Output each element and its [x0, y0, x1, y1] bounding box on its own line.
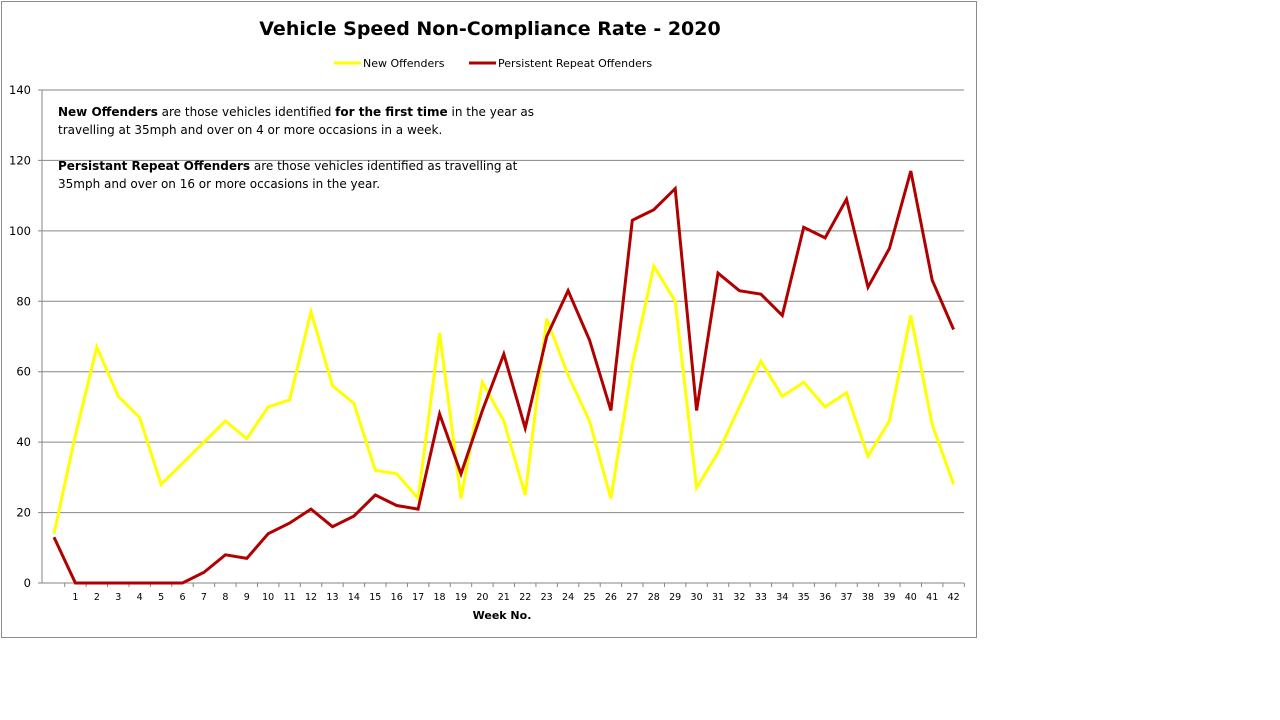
x-tick-label: 19	[455, 592, 467, 603]
series-line-new-offenders	[52, 262, 956, 535]
y-tick-label: 40	[16, 435, 31, 449]
y-tick-label: 100	[9, 224, 31, 238]
x-tick-label: 13	[326, 592, 338, 603]
y-tick-label: 60	[16, 365, 31, 379]
x-tick-label: 38	[862, 592, 874, 603]
x-tick-label: 41	[926, 592, 938, 603]
y-tick-label: 20	[16, 506, 31, 520]
x-tick-label: 24	[562, 592, 574, 603]
x-tick-label: 33	[755, 592, 767, 603]
chart-title: Vehicle Speed Non-Compliance Rate - 2020	[259, 18, 720, 40]
x-tick-label: 17	[412, 592, 424, 603]
x-tick-label: 22	[519, 592, 531, 603]
y-tick-label: 140	[9, 83, 31, 97]
x-axis-label: Week No.	[473, 609, 532, 622]
legend: New Offenders Persistent Repeat Offenders	[334, 57, 652, 70]
annotation-bold-text: for the first time	[335, 105, 448, 119]
series-line-persistent-repeat-offenders	[52, 170, 955, 585]
annotation-line: travelling at 35mph and over on 4 or mor…	[58, 123, 442, 137]
x-tick-label: 27	[626, 592, 638, 603]
x-tick-label: 12	[305, 592, 317, 603]
annotation-notes: New Offenders are those vehicles identif…	[58, 105, 534, 191]
x-tick-label: 35	[798, 592, 810, 603]
chart-svg: Vehicle Speed Non-Compliance Rate - 2020…	[9, 18, 965, 622]
x-axis: 1 2 3 4 5 6 7 8 9 10 11 12 13 14 15 16 17 18 19 20 21 22 23 24 2…	[38, 90, 965, 603]
x-tick-label: 30	[691, 592, 703, 603]
legend-label: Persistent Repeat Offenders	[498, 57, 652, 70]
y-tick-label: 80	[16, 294, 31, 308]
series-lines	[52, 170, 956, 585]
x-tick-label: 18	[434, 592, 446, 603]
annotation-line: 35mph and over on 16 or more occasions i…	[58, 177, 380, 191]
x-tick-label: 6	[179, 592, 185, 603]
x-tick-label: 32	[733, 592, 745, 603]
x-tick-label: 36	[819, 592, 831, 603]
x-tick-label: 23	[541, 592, 553, 603]
x-tick-label: 28	[648, 592, 660, 603]
annotation-text: in the year as	[448, 105, 534, 119]
y-tick-label: 120	[9, 153, 31, 167]
annotation-line: New Offenders are those vehicles identif…	[58, 105, 534, 119]
annotation-text: are those vehicles identified	[158, 105, 335, 119]
x-tick-label: 16	[391, 592, 403, 603]
annotation-text: travelling at 35mph and over on 4 or mor…	[58, 123, 442, 137]
x-tick-label: 39	[883, 592, 895, 603]
annotation-bold-text: New Offenders	[58, 105, 158, 119]
y-tick-label: 0	[24, 576, 31, 590]
x-tick-label: 34	[776, 592, 788, 603]
x-tick-label: 4	[137, 592, 143, 603]
x-tick-label: 42	[948, 592, 960, 603]
x-tick-label: 25	[583, 592, 595, 603]
x-tick-label: 14	[348, 592, 360, 603]
gridlines	[38, 89, 964, 514]
x-tick-label: 11	[284, 592, 296, 603]
x-tick-label: 15	[369, 592, 381, 603]
annotation-text: 35mph and over on 16 or more occasions i…	[58, 177, 380, 191]
x-tick-label: 10	[262, 592, 274, 603]
x-tick-label: 21	[498, 592, 510, 603]
x-tick-label: 7	[201, 592, 207, 603]
annotation-text: are those vehicles identified as travell…	[250, 159, 518, 173]
x-tick-label: 31	[712, 592, 724, 603]
legend-label: New Offenders	[363, 57, 445, 70]
x-tick-label: 26	[605, 592, 617, 603]
x-tick-label: 5	[158, 592, 164, 603]
x-tick-label: 40	[905, 592, 917, 603]
x-tick-label: 2	[94, 592, 100, 603]
x-tick-label: 9	[244, 592, 250, 603]
x-tick-label: 37	[840, 592, 852, 603]
x-tick-label: 3	[115, 592, 121, 603]
x-tick-label: 29	[669, 592, 681, 603]
x-tick-label: 20	[476, 592, 488, 603]
annotation-bold-text: Persistant Repeat Offenders	[58, 159, 250, 173]
annotation-line: Persistant Repeat Offenders are those ve…	[58, 159, 518, 173]
x-tick-label: 8	[222, 592, 228, 603]
chart-frame: Vehicle Speed Non-Compliance Rate - 2020…	[1, 1, 977, 638]
y-axis-ticks: 0 20 40 60 80 100 120 140	[9, 83, 31, 590]
x-tick-label: 1	[72, 592, 78, 603]
